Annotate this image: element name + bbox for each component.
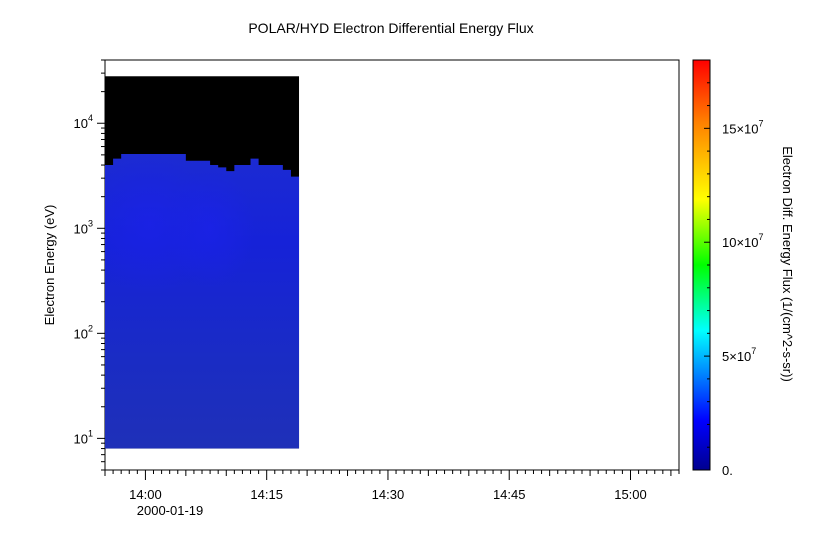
data-layer <box>105 76 300 449</box>
y-axis: 101 102 103 104 <box>74 59 105 471</box>
x-tick-label: 14:30 <box>372 487 405 502</box>
colorbar-tick-label: 15×107 <box>722 118 764 136</box>
x-tick-label: 14:00 <box>129 487 162 502</box>
flux-highlights <box>105 153 256 294</box>
flux-peak <box>165 168 256 289</box>
chart-title: POLAR/HYD Electron Differential Energy F… <box>248 20 533 36</box>
x-axis: 14:00 14:15 14:30 14:45 15:00 <box>104 470 680 502</box>
colorbar-tick-label: 5×107 <box>722 346 756 364</box>
x-tick-label: 14:45 <box>493 487 526 502</box>
colorbar-tick-label: 0. <box>722 463 733 478</box>
y-axis-label: Electron Energy (eV) <box>42 205 57 326</box>
y-tick-label: 103 <box>74 218 93 236</box>
y-tick-label: 102 <box>74 323 93 341</box>
colorbar-tick-label: 10×107 <box>722 232 764 250</box>
colorbar-label: Electron Diff. Energy Flux (1/(cm^2-s-sr… <box>780 146 795 382</box>
x-date-label: 2000-01-19 <box>137 503 204 518</box>
x-tick-label: 14:15 <box>250 487 283 502</box>
x-tick-label: 15:00 <box>614 487 647 502</box>
y-tick-label: 104 <box>74 113 93 131</box>
colorbar-axis: 0. 5×107 10×107 15×107 <box>704 59 764 478</box>
y-tick-label: 101 <box>74 428 93 446</box>
